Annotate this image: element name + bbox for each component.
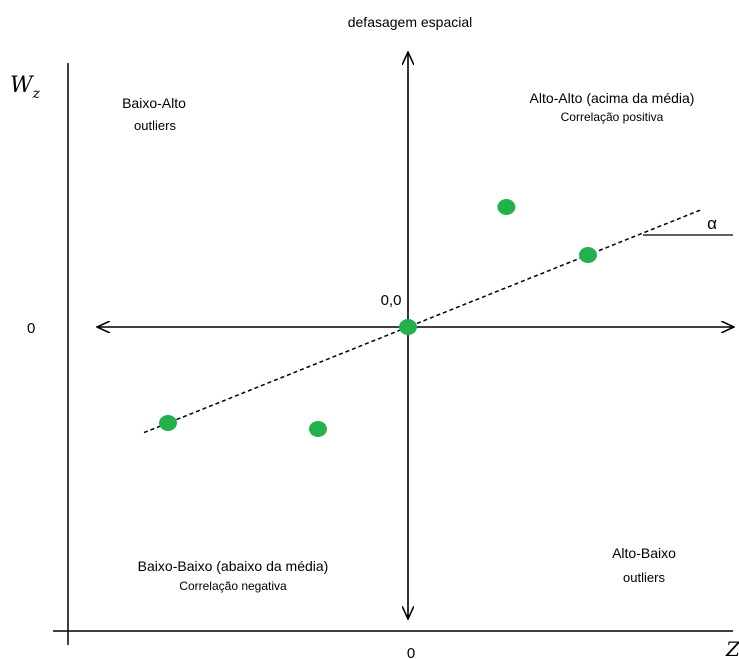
y-zero-label: 0: [27, 320, 35, 337]
quadrant-bottom-right-subtitle: outliers: [623, 570, 665, 585]
scatter-point-4: [497, 199, 516, 215]
scatter-point-3: [399, 319, 417, 335]
quadrant-bottom-left-subtitle: Correlação negativa: [179, 579, 287, 593]
x-zero-label: 0: [407, 645, 415, 659]
scatter-points: [159, 199, 597, 437]
origin-label: 0,0: [381, 292, 402, 309]
x-axis-label: Z: [725, 637, 739, 659]
quadrant-top-left-title: Baixo-Alto: [122, 95, 186, 111]
scatter-point-2: [309, 421, 327, 437]
y-axis-label: Wz: [10, 73, 41, 102]
quadrant-bottom-left-title: Baixo-Baixo (abaixo da média): [138, 558, 329, 574]
quadrant-top-right-title: Alto-Alto (acima da média): [530, 90, 695, 106]
angle-alpha-label: α: [707, 214, 717, 233]
quadrant-bottom-right-title: Alto-Baixo: [612, 545, 676, 561]
top-axis-label: defasagem espacial: [348, 14, 473, 30]
regression-trend-line: [143, 208, 703, 434]
quadrant-top-right-subtitle: Correlação positiva: [561, 110, 664, 124]
quadrant-top-left-subtitle: outliers: [134, 118, 176, 133]
scatter-point-5: [579, 247, 597, 263]
y-axis-label-subscript: z: [32, 86, 41, 102]
scatter-point-1: [159, 415, 177, 431]
